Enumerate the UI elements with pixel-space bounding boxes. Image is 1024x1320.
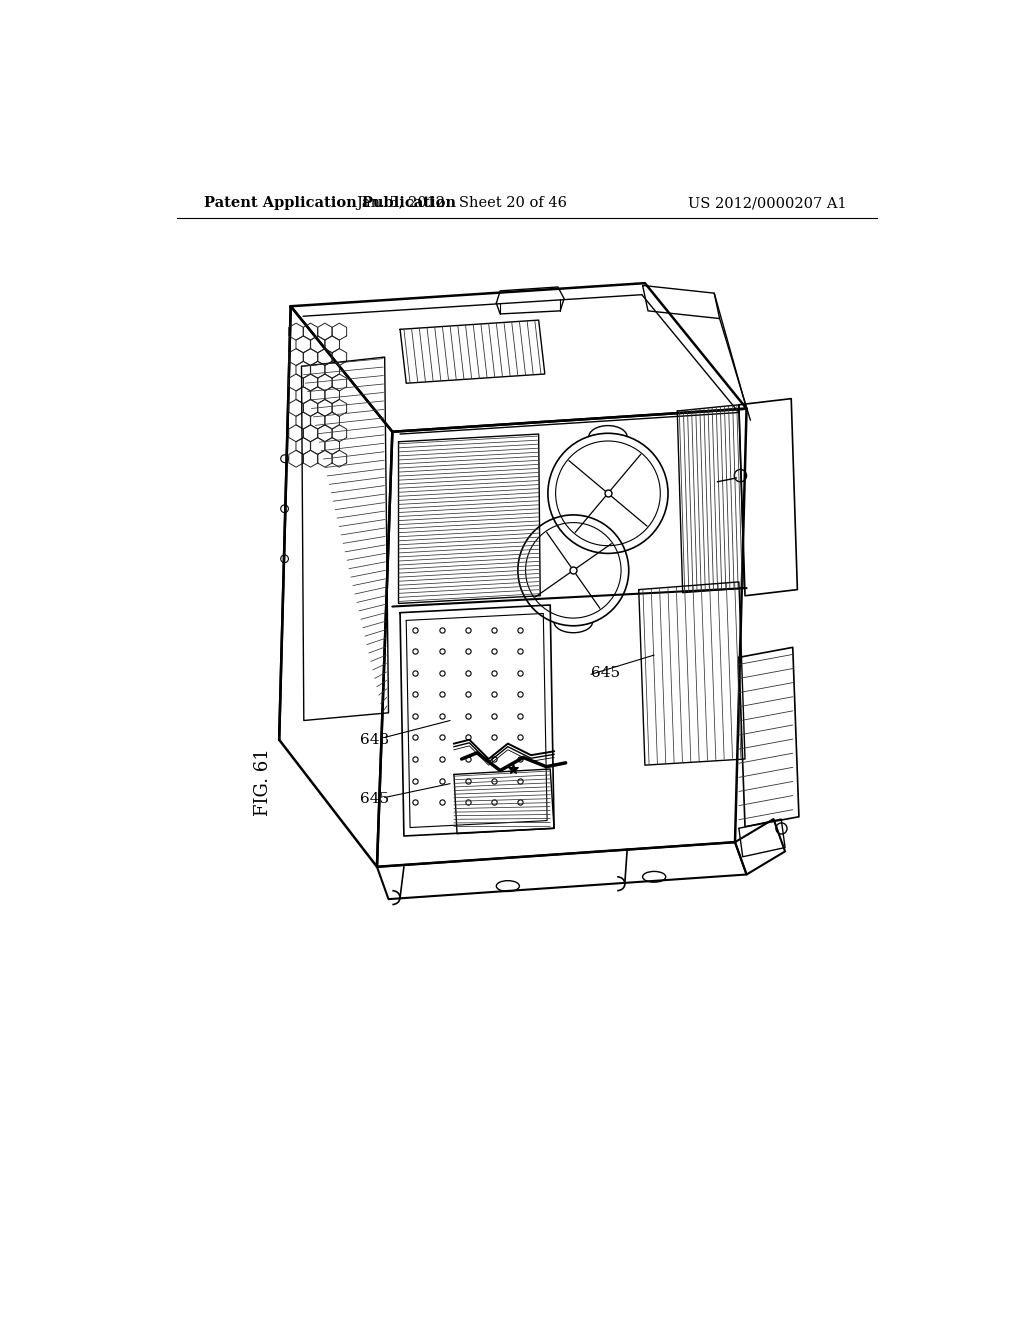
- Text: FIG. 61: FIG. 61: [254, 748, 272, 816]
- Text: 645: 645: [591, 665, 621, 680]
- Text: Jan. 5, 2012   Sheet 20 of 46: Jan. 5, 2012 Sheet 20 of 46: [356, 197, 567, 210]
- Text: US 2012/0000207 A1: US 2012/0000207 A1: [688, 197, 847, 210]
- Text: 645: 645: [360, 792, 389, 807]
- Text: 648: 648: [360, 733, 389, 747]
- Text: Patent Application Publication: Patent Application Publication: [204, 197, 456, 210]
